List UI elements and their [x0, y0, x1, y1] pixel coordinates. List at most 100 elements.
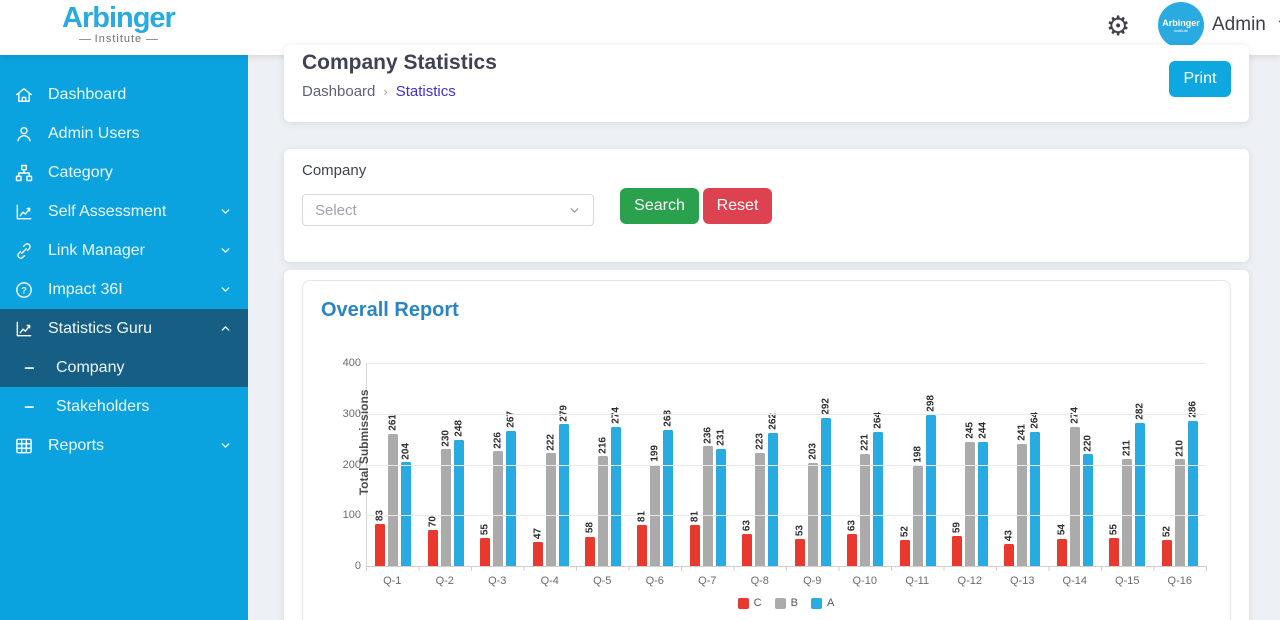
legend-item-b[interactable]: B — [774, 597, 798, 609]
question-icon: ? — [14, 280, 34, 300]
sidebar-item-reports[interactable]: Reports — [0, 426, 248, 465]
user-menu[interactable]: Admin — [1212, 0, 1280, 50]
bar-b-q-16: 210 — [1174, 440, 1185, 566]
y-axis-title: Total Submissions — [356, 388, 371, 495]
avatar[interactable]: Arbinger Institute — [1158, 2, 1204, 48]
bar-value-label: 230 — [440, 429, 452, 447]
bar-group-q-6: 81 199 268 — [629, 410, 681, 566]
bar-group-q-10: 63 221 264 — [839, 412, 891, 566]
bar-a-q-10: 264 — [873, 412, 884, 566]
chevron-up-icon — [219, 322, 232, 335]
bar-a-q-11: 298 — [925, 395, 936, 566]
legend-label: B — [790, 597, 798, 609]
bar-b-q-2: 230 — [440, 430, 451, 566]
bar-b-q-8: 223 — [755, 433, 766, 566]
sidebar-item-statistics-guru[interactable]: Statistics Guru — [0, 309, 248, 348]
sidebar-item-link-manager[interactable]: Link Manager — [0, 231, 248, 270]
bar-a-q-3: 267 — [506, 411, 517, 566]
sidebar-item-impact-36i[interactable]: ? Impact 36I — [0, 270, 248, 309]
sidebar-item-company[interactable]: Company — [0, 348, 248, 387]
bar-a-q-14: 220 — [1082, 435, 1093, 566]
bar-groups: 8326120470230248552262674722227958216274… — [367, 363, 1206, 566]
avatar-text: Arbinger — [1162, 17, 1200, 28]
bar-group-q-12: 59 245 244 — [944, 422, 996, 566]
bar-value-label: 210 — [1174, 439, 1186, 457]
sidebar-item-category[interactable]: Category — [0, 153, 248, 192]
sidebar-item-label: Impact 36I — [48, 280, 123, 298]
bar-a-q-13: 264 — [1030, 412, 1041, 566]
table-icon — [14, 436, 34, 456]
bar-group-q-13: 43 241 264 — [996, 412, 1048, 566]
bar-a-q-7: 231 — [715, 429, 726, 566]
bar-value-label: 244 — [977, 422, 989, 440]
x-axis-label: Q-9 — [803, 575, 822, 587]
gear-icon[interactable]: ⚙ — [1106, 11, 1131, 41]
sidebar-item-dashboard[interactable]: Dashboard — [0, 75, 248, 114]
x-axis-label: Q-4 — [540, 575, 559, 587]
sidebar-item-label: Company — [56, 358, 125, 376]
bar-a-q-12: 244 — [978, 422, 989, 566]
legend-label: C — [753, 597, 762, 609]
legend-item-c[interactable]: C — [737, 597, 762, 609]
search-button[interactable]: Search — [620, 188, 699, 224]
bar-c-q-9: 53 — [794, 525, 805, 566]
legend-label: A — [826, 597, 835, 609]
x-axis-label: Q-7 — [698, 575, 717, 587]
bar-value-label: 58 — [584, 522, 596, 534]
bar-value-label: 286 — [1187, 401, 1199, 418]
sidebar-item-label: Admin Users — [48, 124, 140, 142]
chevron-down-icon — [219, 205, 232, 218]
logo-subtitle: Institute — [62, 33, 175, 45]
sidebar-item-stakeholders[interactable]: Stakeholders — [0, 387, 248, 426]
legend-item-a[interactable]: A — [810, 597, 835, 609]
breadcrumb-statistics[interactable]: Statistics — [395, 83, 456, 100]
x-axis-label: Q-16 — [1167, 575, 1192, 587]
gridline — [367, 464, 1206, 466]
chevron-down-icon — [568, 204, 581, 217]
bar-a-q-9: 292 — [820, 398, 831, 566]
bar-c-q-16: 52 — [1161, 526, 1172, 566]
bar-value-label: 53 — [794, 524, 806, 537]
bar-c-q-13: 43 — [1004, 530, 1015, 566]
sidebar-item-self-assessment[interactable]: Self Assessment — [0, 192, 248, 231]
reset-button[interactable]: Reset — [703, 188, 772, 224]
x-axis-label: Q-6 — [645, 575, 664, 587]
user-icon — [14, 124, 34, 144]
bar-value-label: 81 — [689, 510, 701, 522]
bar-a-q-5: 274 — [610, 407, 621, 566]
bar-group-q-16: 52 210 286 — [1154, 401, 1206, 566]
bar-a-q-15: 282 — [1135, 403, 1146, 566]
sitemap-icon — [14, 163, 34, 183]
company-select[interactable]: Select — [302, 194, 594, 226]
bar-value-label: 261 — [387, 413, 399, 431]
x-axis-ticks — [366, 566, 1207, 571]
bar-c-q-1: 83 — [375, 510, 386, 566]
company-filter-label: Company — [302, 162, 367, 179]
bar-c-q-8: 63 — [742, 520, 753, 566]
bar-value-label: 81 — [636, 510, 648, 522]
chevron-down-icon — [219, 283, 232, 296]
chevron-down-icon — [219, 244, 232, 257]
print-button[interactable]: Print — [1169, 61, 1231, 97]
bar-value-label: 231 — [715, 429, 727, 446]
company-select-placeholder: Select — [315, 201, 357, 219]
bar-value-label: 264 — [1029, 412, 1041, 430]
link-icon — [14, 241, 34, 261]
bar-group-q-2: 70 230 248 — [419, 420, 471, 566]
bar-a-q-6: 268 — [663, 410, 674, 566]
bar-value-label: 43 — [1003, 530, 1015, 542]
sidebar-item-label: Category — [48, 163, 113, 181]
sidebar-item-admin-users[interactable]: Admin Users — [0, 114, 248, 153]
bar-c-q-6: 81 — [637, 511, 648, 566]
legend-swatch — [810, 597, 822, 609]
bar-c-q-15: 55 — [1109, 524, 1120, 566]
bar-value-label: 198 — [912, 445, 924, 463]
legend-swatch — [774, 597, 786, 609]
bar-c-q-10: 63 — [847, 520, 858, 566]
breadcrumb-dashboard[interactable]: Dashboard — [302, 83, 376, 100]
x-axis-label: Q-13 — [1010, 575, 1035, 587]
bar-value-label: 222 — [545, 433, 557, 451]
bar-value-label: 204 — [400, 442, 412, 460]
legend-swatch — [737, 597, 749, 609]
